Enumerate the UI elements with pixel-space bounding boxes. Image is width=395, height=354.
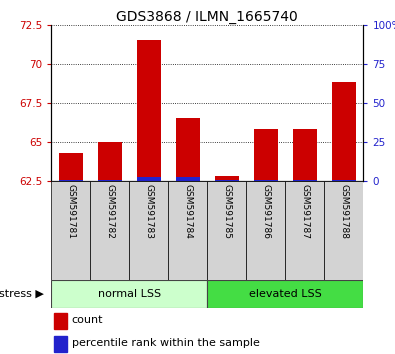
Bar [98, 180, 122, 181]
Bar [293, 180, 317, 181]
Title: GDS3868 / ILMN_1665740: GDS3868 / ILMN_1665740 [117, 10, 298, 24]
Text: GSM591785: GSM591785 [222, 183, 231, 239]
Bar [168, 181, 207, 280]
Bar [246, 181, 285, 280]
Bar [207, 181, 246, 280]
Bar [90, 181, 130, 280]
Bar [55, 336, 67, 352]
Bar [137, 40, 160, 181]
Text: count: count [71, 315, 103, 325]
Bar [51, 181, 90, 280]
Bar [207, 280, 363, 308]
Bar [130, 181, 168, 280]
Bar [293, 129, 317, 181]
Bar [254, 129, 278, 181]
Bar [324, 181, 363, 280]
Text: GSM591783: GSM591783 [144, 183, 153, 239]
Text: elevated LSS: elevated LSS [249, 289, 322, 299]
Text: GSM591782: GSM591782 [105, 183, 115, 238]
Bar [332, 180, 356, 181]
Text: percentile rank within the sample: percentile rank within the sample [71, 338, 260, 348]
Bar [55, 313, 67, 329]
Bar [285, 181, 324, 280]
Text: GSM591786: GSM591786 [261, 183, 271, 239]
Bar [51, 280, 207, 308]
Bar [332, 82, 356, 181]
Bar [176, 118, 199, 181]
Bar [98, 142, 122, 181]
Text: stress ▶: stress ▶ [0, 289, 43, 299]
Text: GSM591787: GSM591787 [300, 183, 309, 239]
Bar [59, 180, 83, 181]
Bar [176, 177, 199, 181]
Bar [215, 176, 239, 181]
Bar [137, 177, 160, 181]
Bar [254, 180, 278, 181]
Text: GSM591788: GSM591788 [339, 183, 348, 239]
Text: GSM591781: GSM591781 [66, 183, 75, 239]
Bar [215, 180, 239, 181]
Text: normal LSS: normal LSS [98, 289, 161, 299]
Text: GSM591784: GSM591784 [183, 183, 192, 238]
Bar [59, 153, 83, 181]
